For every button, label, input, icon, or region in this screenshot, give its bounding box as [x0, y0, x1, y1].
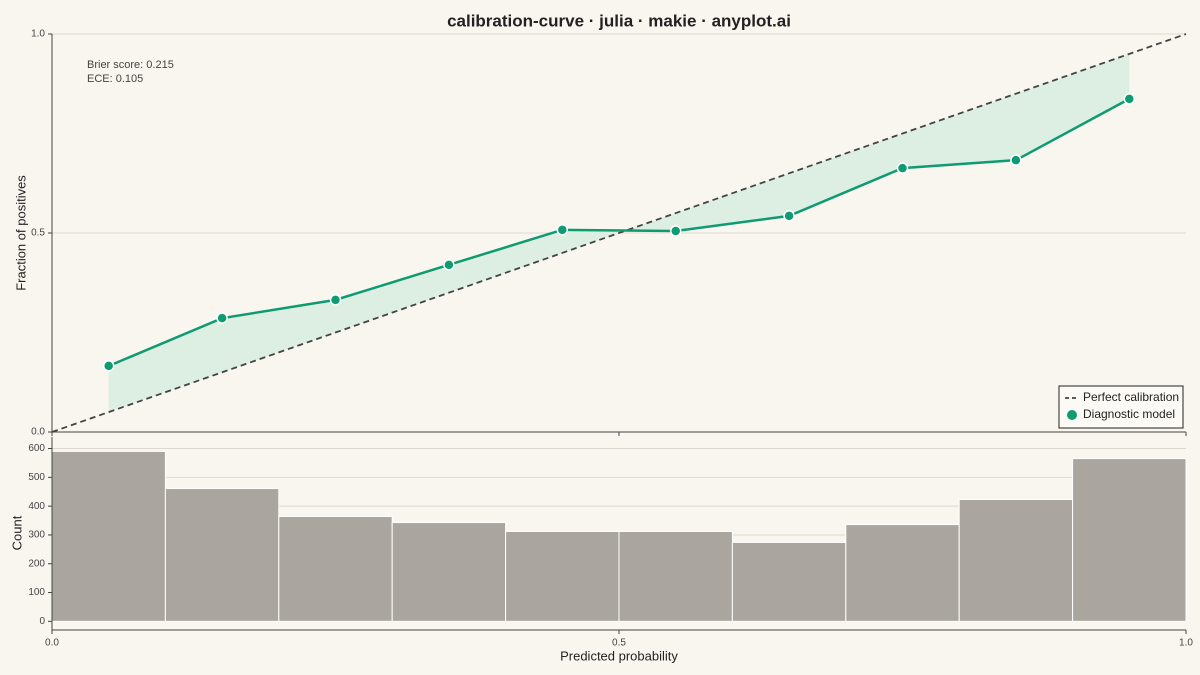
data-point [669, 225, 682, 237]
bar [958, 499, 1074, 622]
data-point [1123, 93, 1136, 105]
bar [618, 530, 733, 622]
bar [164, 488, 280, 622]
data-point [556, 224, 569, 236]
y-tick-label: 0.0 [31, 427, 45, 438]
data-point [329, 294, 342, 306]
annotation: ECE: 0.105 [87, 73, 143, 85]
x-tick-label: 0.0 [45, 638, 59, 649]
legend-box [1058, 385, 1184, 429]
y-tick-label: 300 [28, 530, 45, 541]
chart-title: calibration-curve · julia · makie · anyp… [447, 11, 791, 30]
legend-label: Perfect calibration [1083, 390, 1179, 404]
x-tick-label: 1.0 [1179, 638, 1193, 649]
data-point [443, 259, 455, 271]
y-tick-label: 600 [28, 443, 45, 454]
data-point [896, 162, 909, 174]
data-line [108, 97, 1130, 368]
annotation: Brier score: 0.215 [87, 59, 174, 71]
bar [391, 522, 507, 622]
bar [731, 541, 847, 622]
data-point [1010, 154, 1022, 166]
y-axis-label: Fraction of positives [13, 175, 28, 291]
y-tick-label: 400 [28, 501, 45, 512]
y-tick-label: 0 [39, 616, 45, 627]
data-point [216, 312, 228, 324]
reference-line [51, 33, 1187, 433]
legend-swatch [1067, 410, 1077, 420]
bar [1072, 458, 1187, 622]
bar [845, 524, 960, 622]
y-tick-label: 500 [28, 472, 45, 483]
y-axis-label: Count [9, 515, 24, 550]
x-tick-label: 0.5 [612, 638, 626, 649]
data-point [102, 360, 115, 372]
data-point [783, 210, 795, 222]
y-tick-label: 0.5 [31, 228, 45, 239]
bar [505, 530, 620, 622]
y-tick-label: 1.0 [31, 29, 45, 40]
bar [278, 516, 393, 622]
y-tick-label: 100 [28, 587, 45, 598]
legend-label: Diagnostic model [1083, 407, 1175, 421]
bar [51, 450, 166, 622]
x-axis-label: Predicted probability [560, 648, 678, 663]
y-tick-label: 200 [28, 558, 45, 569]
